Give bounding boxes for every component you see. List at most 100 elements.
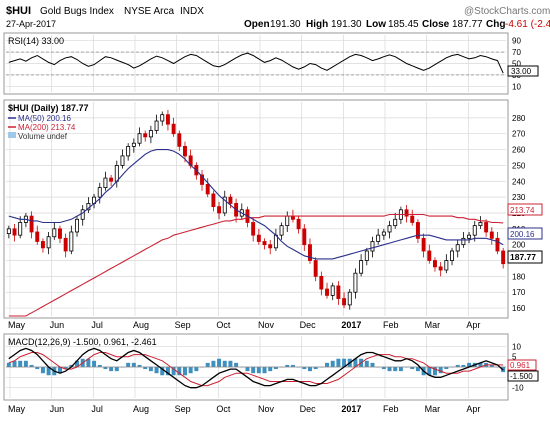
- candle-body: [143, 133, 148, 138]
- macd-histogram-bar: [268, 367, 273, 372]
- price-y-tick-label: 200: [512, 241, 526, 250]
- price-x-tick-label: Nov: [258, 320, 275, 330]
- macd-histogram-bar: [234, 362, 239, 367]
- macd-histogram-bar: [97, 364, 102, 367]
- candle-body: [415, 222, 420, 239]
- macd-histogram-bar: [313, 367, 318, 370]
- ma200-line: [8, 213, 504, 317]
- macd-histogram-bar: [182, 367, 187, 376]
- candle-body: [165, 114, 170, 125]
- macd-x-tick-label: Dec: [300, 404, 317, 414]
- macd-histogram-bar: [131, 362, 136, 367]
- candle-body: [160, 114, 165, 122]
- macd-histogram-bar: [114, 367, 119, 372]
- price-x-tick-label: Jul: [91, 320, 103, 330]
- candle-body: [80, 209, 85, 220]
- candle-body: [268, 244, 273, 249]
- ma50-line: [8, 149, 504, 260]
- macd-y-tick-label: 10: [512, 342, 521, 351]
- candle-body: [251, 222, 256, 236]
- macd-histogram-bar: [325, 362, 330, 367]
- candle-body: [279, 225, 284, 236]
- candle-body: [501, 250, 506, 265]
- candle-body: [262, 241, 267, 246]
- header-type: INDX: [180, 6, 204, 17]
- price-y-tick-label: 180: [512, 272, 526, 281]
- candle-body: [325, 288, 329, 296]
- candle-body: [12, 228, 17, 236]
- rsi-badge: 33.00: [507, 65, 539, 77]
- macd-histogram-bar: [398, 367, 403, 372]
- macd-plot: [6, 347, 506, 389]
- macd-line: [8, 347, 504, 389]
- macd-histogram-bar: [154, 367, 159, 374]
- candle-body: [205, 184, 210, 195]
- macd-histogram-bar: [188, 367, 193, 374]
- ma50-badge-value: 200.16: [510, 230, 535, 239]
- macd-y-tick-label: 5: [512, 353, 517, 362]
- macd-histogram-bar: [467, 362, 472, 367]
- macd-histogram-bar: [222, 360, 227, 367]
- candle-body: [359, 260, 364, 274]
- candle-body: [438, 266, 443, 271]
- price-legend-ma50: MA(50) 200.16: [18, 114, 71, 123]
- macd-histogram-bar: [165, 367, 170, 376]
- candle-body: [103, 177, 108, 188]
- macd-x-tick-label: Jun: [50, 404, 65, 414]
- open-value: 191.30: [270, 19, 301, 30]
- candle-body: [29, 215, 34, 233]
- candle-body: [478, 222, 483, 227]
- candle-body: [444, 260, 449, 271]
- candle-body: [387, 225, 392, 233]
- candle-body: [467, 234, 472, 239]
- high-label: High: [306, 19, 328, 30]
- macd-histogram-bar: [205, 362, 210, 367]
- signal-badge: 0.961: [507, 359, 537, 371]
- candle-body: [319, 275, 324, 290]
- macd-histogram-bar: [330, 360, 335, 367]
- price-y-tick-label: 270: [512, 130, 526, 139]
- macd-histogram-bar: [160, 367, 165, 376]
- macd-histogram-bar: [478, 362, 483, 367]
- macd-histogram-bar: [302, 367, 307, 370]
- close-label: Close: [422, 19, 450, 30]
- price-x-tick-label: Aug: [133, 320, 149, 330]
- ma50-badge-box: [507, 227, 543, 240]
- macd-histogram-bar: [75, 360, 80, 367]
- price-x-tick-label: Jun: [50, 320, 65, 330]
- rsi-badge-value: 33.00: [511, 67, 532, 76]
- price-y-tick-label: 230: [512, 193, 526, 202]
- macd-y-tick-label: -10: [512, 384, 524, 393]
- candle-body: [404, 209, 409, 217]
- header-symbol: $HUI: [6, 5, 31, 17]
- price-x-tick-label: Oct: [216, 320, 231, 330]
- macd-x-tick-label: Apr: [466, 404, 480, 414]
- macd-histogram-bar: [245, 367, 250, 372]
- macd-histogram-bar: [489, 364, 494, 367]
- close-value: 187.77: [452, 19, 483, 30]
- candle-body: [370, 241, 375, 252]
- price-legend-volume: Volume undef: [18, 132, 68, 141]
- candle-body: [211, 193, 216, 208]
- candle-body: [131, 142, 136, 147]
- macd-x-tick-label: Jul: [91, 404, 103, 414]
- candle-body: [427, 250, 432, 261]
- macd-histogram-bar: [415, 367, 420, 372]
- macd-histogram-bar: [444, 367, 449, 370]
- candle-body: [171, 123, 176, 135]
- macd-histogram-bar: [228, 360, 233, 367]
- macd-histogram-bar: [148, 367, 153, 372]
- candle-body: [6, 228, 11, 234]
- macd-histogram-bar: [427, 367, 432, 376]
- macd-histogram-bar: [273, 367, 278, 370]
- candle-body: [40, 241, 45, 249]
- ma50-badge: 200.16: [507, 227, 543, 240]
- price-y-tick-label: 260: [512, 146, 526, 155]
- close-badge: 187.77: [507, 250, 543, 264]
- price-y-tick-label: 160: [512, 304, 526, 313]
- price-x-tick-label: Dec: [300, 320, 317, 330]
- candle-body: [433, 260, 437, 268]
- macd-badge: -1.500: [507, 370, 539, 382]
- macd-histogram-bar: [57, 367, 62, 374]
